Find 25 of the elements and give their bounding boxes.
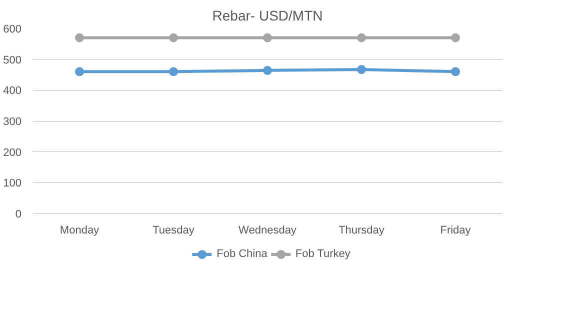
- x-tick-label: Thursday: [338, 224, 385, 236]
- chart-title: Rebar- USD/MTN: [212, 8, 323, 24]
- point: [451, 67, 460, 76]
- y-tick-label: 200: [3, 146, 22, 159]
- x-tick-label: Wednesday: [238, 224, 297, 236]
- y-tick-label: 500: [3, 54, 22, 66]
- x-tick-label: Tuesday: [152, 224, 195, 236]
- point: [75, 33, 84, 42]
- y-tick-label: 400: [3, 85, 22, 98]
- legend-label: Fob Turkey: [295, 248, 350, 260]
- point: [263, 33, 272, 42]
- point: [169, 67, 178, 76]
- point: [357, 33, 366, 42]
- point: [263, 66, 272, 75]
- y-tick-label: 100: [3, 178, 22, 190]
- y-tick-label: 0: [15, 208, 22, 220]
- y-tick-label: 300: [3, 116, 22, 128]
- legend-label: Fob China: [216, 248, 268, 260]
- point: [451, 33, 460, 42]
- point: [75, 67, 84, 76]
- point: [357, 65, 366, 74]
- x-tick-label: Monday: [60, 224, 100, 236]
- y-tick-label: 600: [3, 24, 22, 36]
- x-tick-label: Friday: [440, 224, 472, 236]
- point: [169, 33, 178, 42]
